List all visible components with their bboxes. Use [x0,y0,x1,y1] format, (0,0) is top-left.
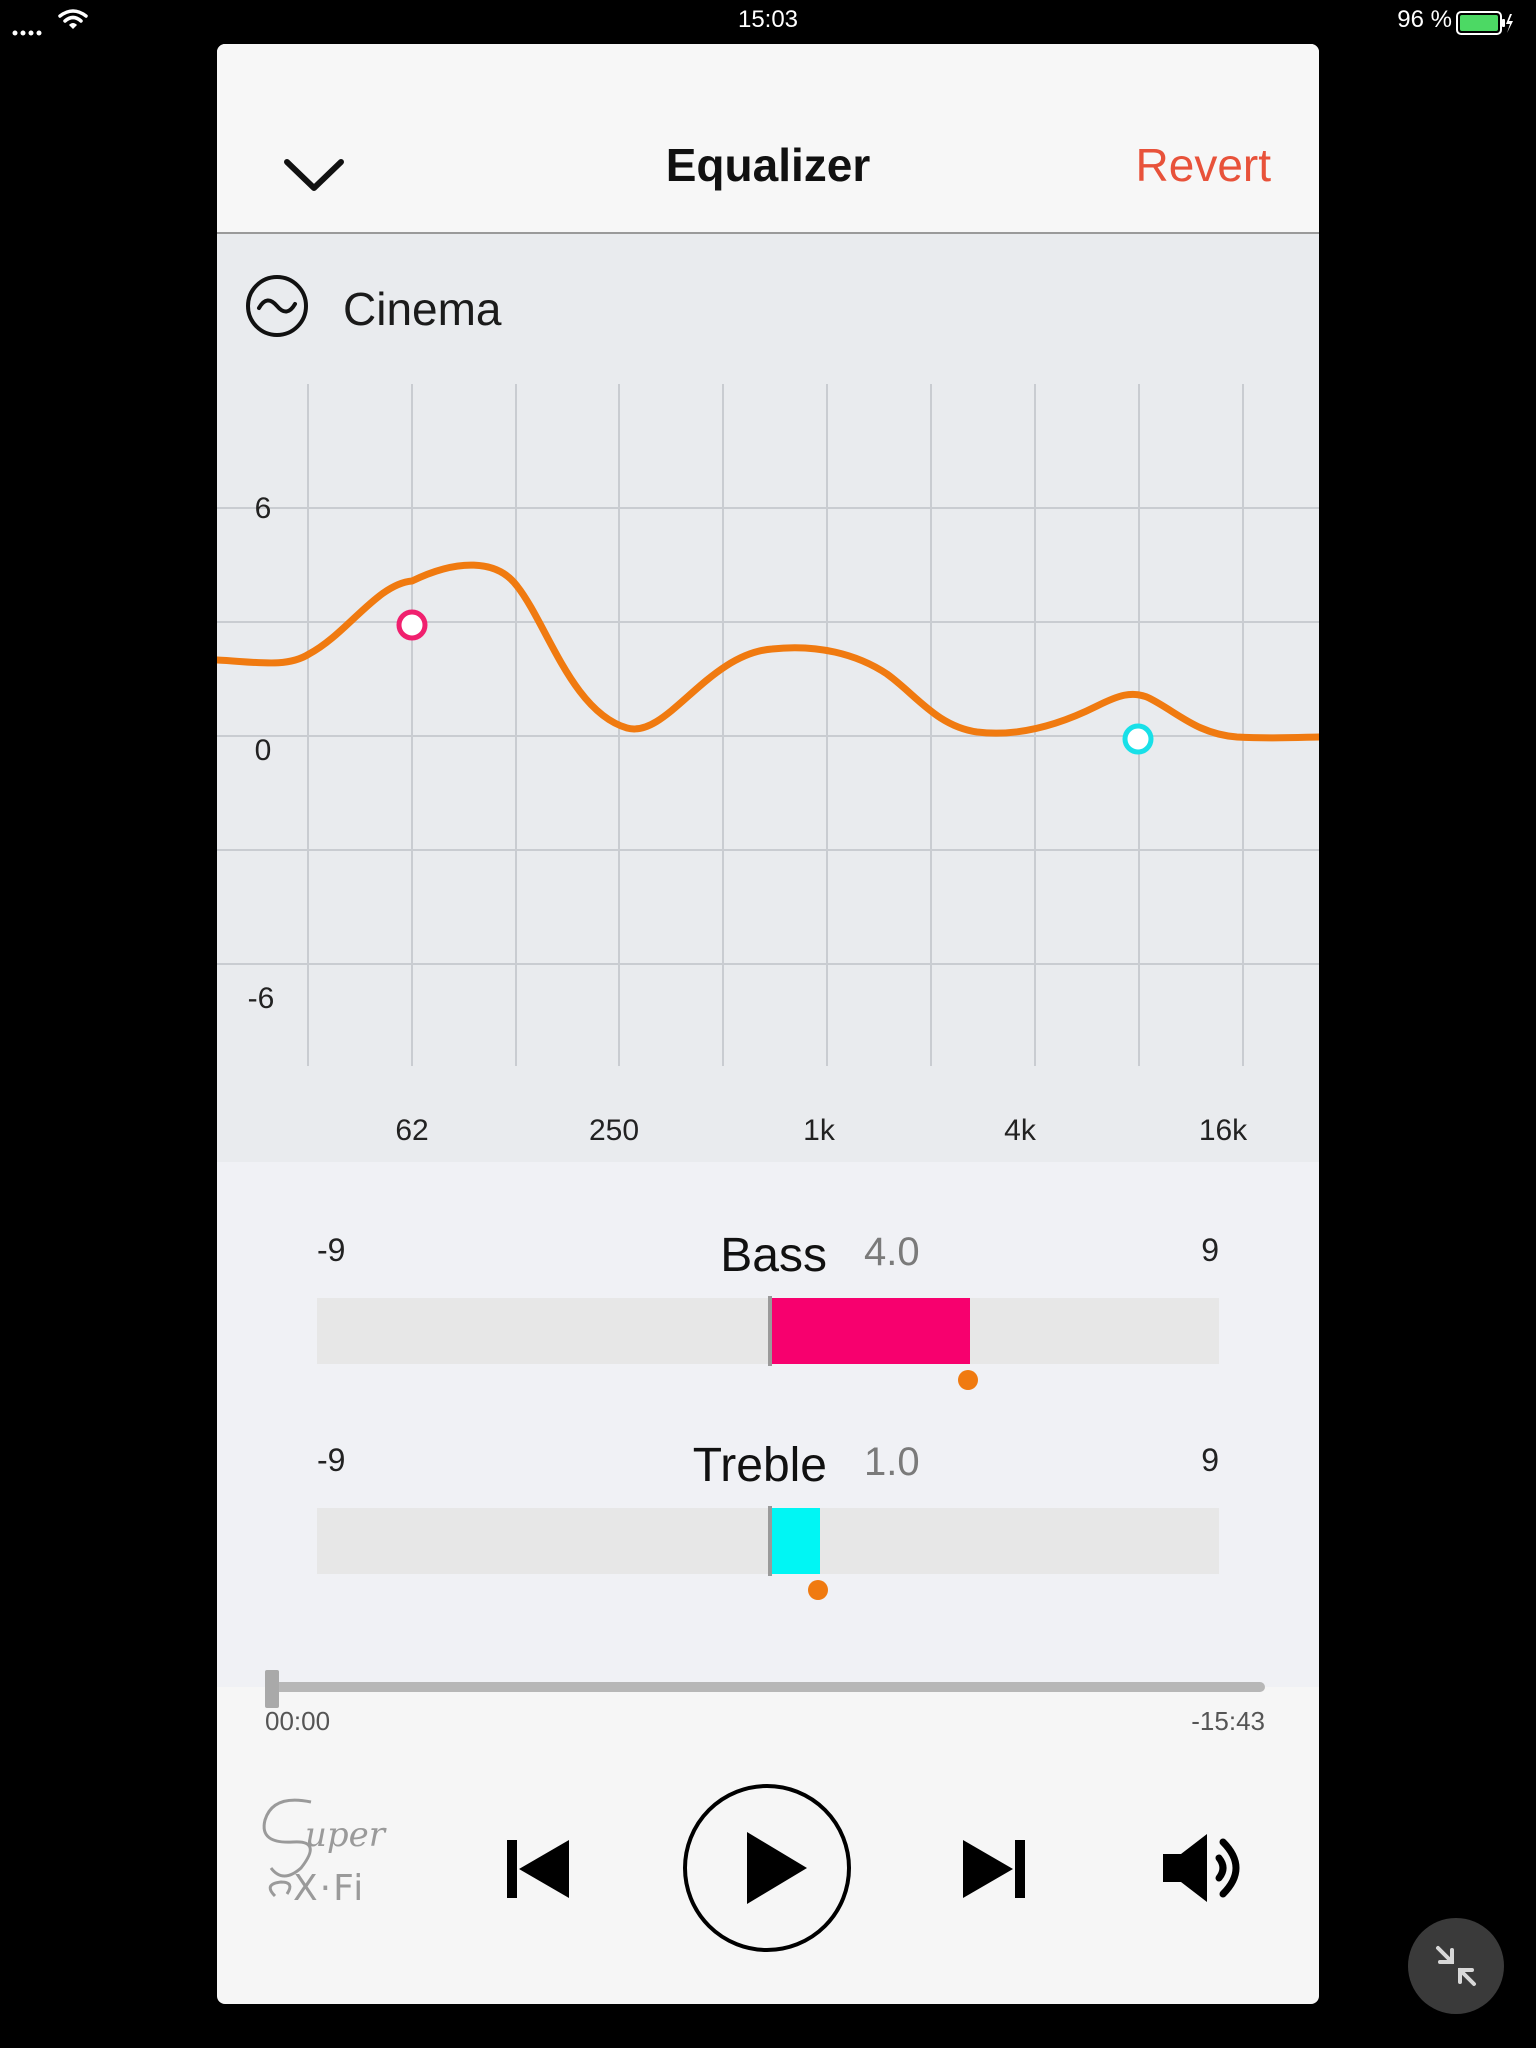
revert-button[interactable]: Revert [1135,139,1271,191]
preset-name: Cinema [343,283,502,335]
tone-sliders: -9 Bass 4.0 9 -9 Treble 1.0 9 [217,1162,1319,1687]
volume-icon[interactable] [1161,1830,1257,1911]
treble-label: Treble [692,1439,827,1492]
page-title: Equalizer [665,139,871,191]
bass-center-marker [768,1296,772,1366]
eq-graph-area: 6 0 -6 62 250 1k 4k 16k Cinema [217,234,1319,1162]
svg-text:uper: uper [305,1815,387,1855]
equalizer-panel: Equalizer Revert 6 0 -6 62 250 1k 4k 16k Cinem… [217,44,1319,2004]
frequency-axis-label: 62 [395,1114,428,1147]
bass-value: 4.0 [864,1230,920,1274]
play-button[interactable] [681,1782,853,1959]
next-track-button[interactable] [959,1836,1029,1907]
frequency-axis-label: 16k [1199,1114,1248,1147]
treble-handle[interactable] [1122,723,1154,755]
frequency-axis-label: 250 [589,1114,639,1147]
bass-fill [770,1298,971,1364]
bass-knob[interactable] [958,1370,979,1390]
treble-knob[interactable] [808,1580,829,1600]
playback-progress: 00:00 -15:43 [265,1670,1273,1752]
db-axis-label: 6 [255,492,272,525]
treble-min-label: -9 [317,1442,346,1478]
progress-bar[interactable] [265,1682,1265,1692]
battery-percent: 96 % [1397,6,1452,33]
cellular-signal-icon [12,16,46,44]
minimize-button[interactable] [1408,1918,1504,2014]
progress-thumb[interactable] [265,1670,279,1708]
status-time: 15:03 [737,6,799,33]
remaining-time: -15:43 [1191,1706,1265,1736]
db-axis-label: 0 [255,734,272,767]
bass-label: Bass [720,1229,827,1282]
battery-icon [1456,10,1514,43]
wifi-icon [58,8,88,39]
db-axis-label: -6 [248,982,275,1015]
elapsed-time: 00:00 [265,1706,331,1736]
eq-grid [217,384,1319,1066]
bass-max-label: 9 [1201,1232,1219,1268]
collapse-arrows-icon [1436,1946,1476,1986]
bass-min-label: -9 [317,1232,346,1268]
treble-slider[interactable]: -9 Treble 1.0 9 [317,1439,1219,1642]
status-bar: 15:03 96 % [0,0,1536,44]
treble-value: 1.0 [864,1440,920,1484]
treble-center-marker [768,1506,772,1576]
eq-chart[interactable]: 6 0 -6 62 250 1k 4k 16k [217,234,1319,1162]
treble-fill [770,1508,821,1574]
eq-curve [217,561,1319,742]
frequency-axis-label: 1k [803,1114,836,1147]
chevron-down-icon[interactable] [283,156,345,201]
svg-text:X·Fi: X·Fi [293,1868,365,1909]
header: Equalizer Revert [217,44,1319,234]
treble-max-label: 9 [1201,1442,1219,1478]
frequency-axis-label: 4k [1004,1114,1037,1147]
super-xfi-logo: uper X·Fi [253,1784,413,1914]
wave-circle-icon [243,272,311,345]
previous-track-button[interactable] [503,1836,573,1907]
bass-slider[interactable]: -9 Bass 4.0 9 [317,1229,1219,1432]
bass-handle[interactable] [396,609,428,641]
